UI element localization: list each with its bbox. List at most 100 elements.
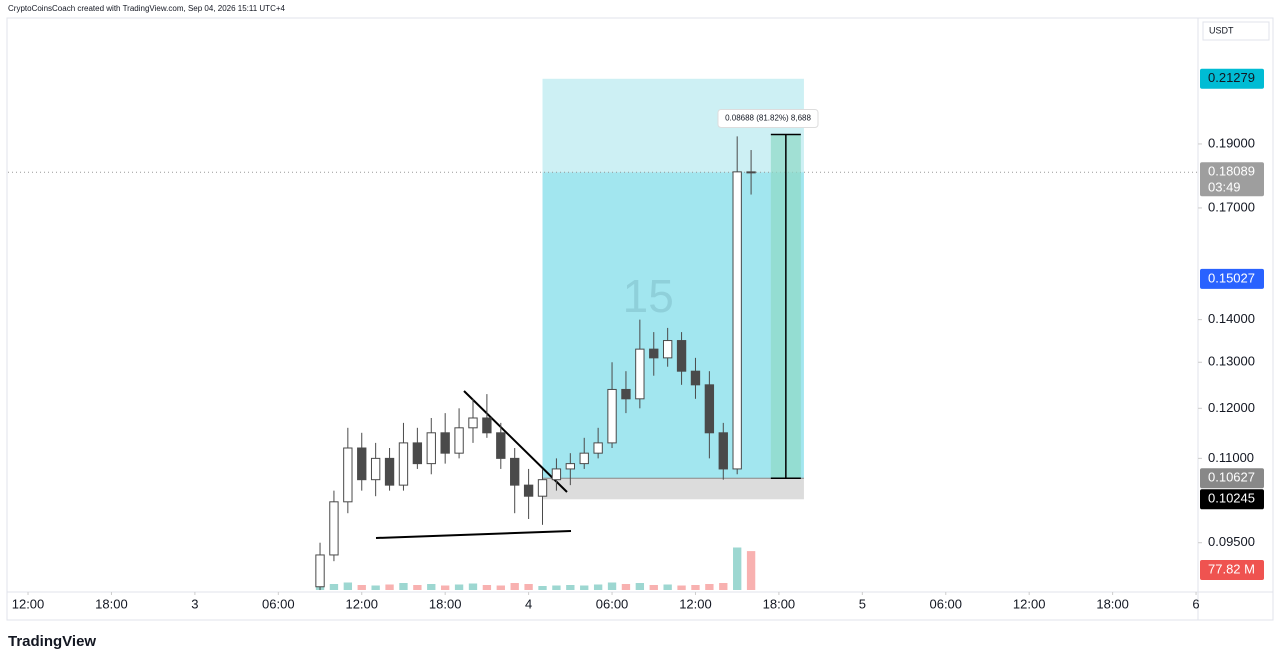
candle-body [384,457,395,486]
price-tag [1200,162,1264,197]
volume-bar [691,585,700,590]
y-tick-label: 0.13000 [1208,354,1255,369]
volume-bar [607,582,617,590]
price-tag-label: 0.18089 [1208,164,1255,179]
price-tag [1200,468,1264,489]
volume-tag-label: 77.82 M [1208,561,1255,576]
y-tick-label: 0.19000 [1208,135,1255,150]
candle-body [690,370,701,386]
candle-body [551,468,562,481]
candle-body [370,457,381,481]
volume-bar [482,585,492,590]
volume-bar [593,584,603,590]
candle-body [579,452,589,465]
candle-body [482,417,492,434]
volume-bar [468,583,478,590]
price-tag [1200,268,1264,289]
candle-body [746,171,756,174]
x-tick-label: 12:00 [1013,596,1046,611]
candle-body [510,457,520,486]
candle-body [704,384,715,434]
candle-body [329,501,339,556]
header: CryptoCoinsCoach created with TradingVie… [8,4,286,13]
volume-bar [524,584,533,590]
candle-body [593,442,603,454]
price-tag [1200,489,1264,510]
volume-bar [357,585,366,590]
y-tick-label: 0.14000 [1208,311,1255,326]
volume-bar [733,547,742,590]
candle-body [635,348,645,400]
x-tick-label: 3 [191,596,198,611]
volume-bar [580,585,589,590]
measure-label-box [717,108,819,128]
candle-body [662,340,673,359]
candle-body [718,432,728,470]
volume-bar [413,585,422,590]
candle-body [315,554,325,588]
volume-bar [385,584,394,590]
logo: TradingView [8,633,96,650]
volume-bar [705,584,714,590]
candle-body [357,447,367,481]
x-tick-label: 12:00 [345,596,378,611]
x-tick-label: 18:00 [1096,596,1129,611]
x-tick-label: 06:00 [596,596,629,611]
candle-body [440,432,450,454]
candle-body [468,417,478,429]
volume-bar [371,585,380,590]
volume-bar [538,586,547,590]
frame [6,17,1274,621]
measure-label: 0.08688 (81.82%) 8,688 [725,114,811,123]
volume-bar [663,584,672,590]
candle-body [454,427,464,454]
candle-body [732,171,742,470]
candle-body [426,432,436,465]
volume-bar [441,585,450,590]
y-tick-label: 0.11000 [1208,450,1254,465]
volume-tag [1200,560,1264,580]
volume-bar [427,584,436,590]
candle-body [496,432,506,459]
price-tag-label: 0.21279 [1208,70,1255,85]
volume-bar [552,585,561,590]
candle-body [523,484,534,497]
x-tick-label: 4 [525,596,532,611]
price-tag-label: 0.10245 [1208,491,1255,506]
volume-bar [566,585,575,590]
volume-bar [399,583,408,590]
currency: USDT [1209,25,1234,35]
price-tag-label: 0.15027 [1208,270,1255,285]
y-tick-label: 0.09500 [1208,534,1255,549]
x-tick-label: 06:00 [262,596,295,611]
volume-bar [343,582,353,590]
candle-body [565,463,575,470]
volume-bar [329,584,339,590]
volume-bar [454,584,464,590]
x-tick-label: 18:00 [429,596,462,611]
stop-zone [542,478,804,500]
support-line [375,530,572,539]
candle-body [537,479,548,497]
watermark: 15 [623,270,674,322]
x-tick-label: 06:00 [929,596,962,611]
candle-body [412,442,423,465]
price-tag [1200,68,1264,89]
target-zone [542,172,804,479]
candle-body [649,348,659,359]
volume-bar [496,585,505,590]
y-tick-label: 0.17000 [1208,199,1255,214]
candle-body [343,447,353,503]
trendline [463,390,568,493]
volume-bar [746,551,756,590]
volume-bar [621,584,631,590]
price-tag-label: 0.10627 [1208,470,1255,485]
volume-bar [719,583,728,590]
x-tick-label: 5 [859,596,866,611]
candle-body [607,388,617,444]
currency-box [1202,21,1270,41]
volume-bar [677,585,686,590]
candle-body [676,340,687,372]
